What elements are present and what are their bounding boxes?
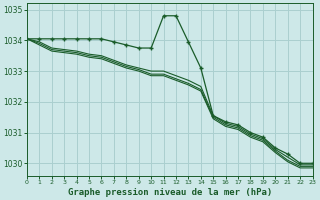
X-axis label: Graphe pression niveau de la mer (hPa): Graphe pression niveau de la mer (hPa) <box>68 188 272 197</box>
